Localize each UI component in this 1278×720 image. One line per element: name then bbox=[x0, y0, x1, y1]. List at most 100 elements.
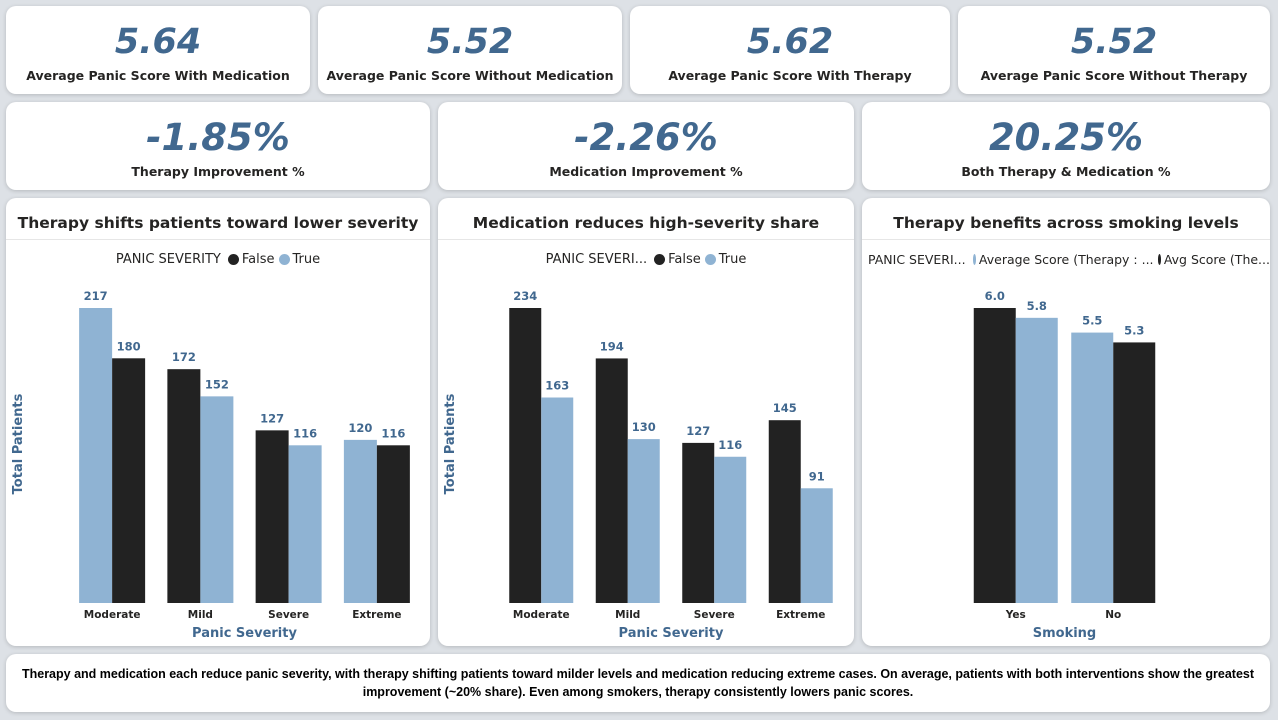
chart-title: Medication reduces high-severity share bbox=[472, 214, 820, 232]
x-axis-title: Panic Severity bbox=[619, 626, 724, 641]
kpi-label: Medication Improvement % bbox=[549, 164, 743, 179]
bar-a bbox=[255, 430, 289, 603]
x-tick-label: Moderate bbox=[84, 609, 141, 621]
kpi-card-both[interactable]: 20.25% Both Therapy & Medication % bbox=[862, 102, 1270, 190]
bar-b bbox=[800, 488, 833, 603]
data-label: 180 bbox=[117, 339, 141, 353]
x-tick-label: Mild bbox=[615, 609, 640, 621]
legend-title: PANIC SEVERI... bbox=[545, 252, 648, 267]
legend-swatch-false bbox=[654, 254, 666, 265]
bar-chart-therapy[interactable]: 217 180 Moderate 172 152 Mild 127 116 Severe 120 1… bbox=[6, 198, 430, 646]
data-label: 152 bbox=[205, 377, 229, 391]
data-label: 5.5 bbox=[1082, 314, 1102, 328]
data-label: 127 bbox=[686, 424, 710, 438]
data-label: 116 bbox=[718, 438, 742, 452]
x-tick-label: No bbox=[1105, 609, 1121, 621]
legend-swatch-true bbox=[278, 254, 290, 265]
data-label: 234 bbox=[513, 289, 537, 303]
data-label: 145 bbox=[773, 401, 797, 415]
bar-a bbox=[1015, 317, 1058, 603]
data-label: 127 bbox=[260, 411, 284, 425]
kpi-label: Therapy Improvement % bbox=[131, 164, 305, 179]
kpi-card-medication[interactable]: 5.64 Average Panic Score With Medication bbox=[6, 6, 310, 94]
bar-a bbox=[595, 358, 628, 603]
data-label: 163 bbox=[545, 379, 569, 393]
chart-card-medication[interactable]: Medication reduces high-severity share P… bbox=[438, 198, 854, 646]
bar-b bbox=[541, 397, 574, 603]
kpi-card-therapy-improvement[interactable]: -1.85% Therapy Improvement % bbox=[6, 102, 430, 190]
kpi-value: 5.64 bbox=[114, 22, 202, 62]
chart-title: Therapy benefits across smoking levels bbox=[893, 214, 1239, 232]
y-axis-title: Total Patients bbox=[11, 393, 26, 494]
x-tick-label: Severe bbox=[694, 609, 735, 621]
x-tick-label: Mild bbox=[188, 609, 213, 621]
bar-b bbox=[79, 308, 113, 603]
summary-text: Therapy and medication each reduce panic… bbox=[6, 654, 1270, 712]
kpi-label: Average Panic Score With Medication bbox=[26, 68, 290, 83]
bar-a bbox=[112, 358, 146, 603]
chart-legend[interactable]: PANIC SEVERITY False True bbox=[6, 252, 430, 267]
bar-b bbox=[1113, 342, 1156, 603]
x-axis-title: Panic Severity bbox=[192, 626, 297, 641]
bar-a bbox=[768, 420, 801, 603]
legend-item-true[interactable]: True bbox=[718, 252, 747, 267]
legend-item-false[interactable]: False bbox=[241, 252, 275, 267]
kpi-label: Both Therapy & Medication % bbox=[961, 164, 1171, 179]
legend-item-true[interactable]: True bbox=[292, 252, 321, 267]
bar-b bbox=[200, 396, 234, 603]
kpi-value: 5.52 bbox=[426, 22, 514, 62]
legend-swatch-therapy bbox=[972, 254, 976, 265]
data-label: 116 bbox=[381, 426, 405, 440]
legend-title: PANIC SEVERITY bbox=[115, 252, 221, 267]
x-tick-label: Extreme bbox=[352, 609, 401, 621]
kpi-card-no-therapy[interactable]: 5.52 Average Panic Score Without Therapy bbox=[958, 6, 1270, 94]
kpi-value: 5.52 bbox=[1070, 22, 1158, 62]
data-label: 116 bbox=[293, 426, 317, 440]
kpi-label: Average Panic Score Without Medication bbox=[326, 68, 614, 83]
divider bbox=[438, 239, 854, 240]
x-tick-label: Extreme bbox=[776, 609, 825, 621]
x-axis-title: Smoking bbox=[1033, 626, 1097, 641]
kpi-value: -1.85% bbox=[146, 116, 290, 159]
x-tick-label: Severe bbox=[268, 609, 309, 621]
bar-b bbox=[343, 439, 377, 603]
legend-title: PANIC SEVERI... bbox=[868, 252, 966, 267]
data-label: 130 bbox=[632, 420, 656, 434]
legend-swatch-false bbox=[227, 254, 239, 265]
bar-b bbox=[627, 439, 660, 603]
chart-legend[interactable]: PANIC SEVERI... Average Score (Therapy :… bbox=[862, 252, 1270, 267]
chart-legend[interactable]: PANIC SEVERI... False True bbox=[438, 252, 854, 267]
divider bbox=[862, 239, 1270, 240]
legend-item-avg[interactable]: Avg Score (The... bbox=[1163, 252, 1270, 267]
legend-item-therapy[interactable]: Average Score (Therapy : ... bbox=[978, 252, 1154, 267]
kpi-value: 5.62 bbox=[746, 22, 834, 62]
y-axis-title: Total Patients bbox=[443, 393, 458, 494]
data-label: 6.0 bbox=[985, 289, 1005, 303]
x-tick-label: Yes bbox=[1005, 609, 1026, 621]
data-label: 194 bbox=[600, 339, 624, 353]
kpi-card-no-medication[interactable]: 5.52 Average Panic Score Without Medicat… bbox=[318, 6, 622, 94]
bar-a bbox=[682, 442, 715, 603]
data-label: 120 bbox=[348, 421, 372, 435]
kpi-label: Average Panic Score With Therapy bbox=[668, 68, 912, 83]
bar-a bbox=[167, 369, 201, 603]
bar-b bbox=[714, 456, 747, 603]
data-label: 91 bbox=[809, 469, 825, 483]
bar-chart-smoking[interactable]: 6.0 5.8 Yes 5.5 5.3 No Smoking bbox=[862, 198, 1270, 646]
legend-swatch-true bbox=[704, 254, 716, 265]
data-label: 217 bbox=[84, 289, 108, 303]
kpi-card-therapy[interactable]: 5.62 Average Panic Score With Therapy bbox=[630, 6, 950, 94]
divider bbox=[6, 239, 430, 240]
bar-b bbox=[288, 445, 322, 603]
bar-b bbox=[973, 308, 1016, 603]
kpi-card-medication-improvement[interactable]: -2.26% Medication Improvement % bbox=[438, 102, 854, 190]
kpi-label: Average Panic Score Without Therapy bbox=[980, 68, 1248, 83]
bar-chart-medication[interactable]: 234 163 Moderate 194 130 Mild 127 116 Severe 145 9… bbox=[438, 198, 854, 646]
chart-card-therapy[interactable]: Therapy shifts patients toward lower sev… bbox=[6, 198, 430, 646]
legend-item-false[interactable]: False bbox=[668, 252, 701, 267]
data-label: 172 bbox=[172, 350, 196, 364]
kpi-value: -2.26% bbox=[574, 116, 718, 159]
chart-card-smoking[interactable]: Therapy benefits across smoking levels P… bbox=[862, 198, 1270, 646]
legend-swatch-avg bbox=[1157, 254, 1161, 265]
chart-title: Therapy shifts patients toward lower sev… bbox=[17, 214, 419, 232]
